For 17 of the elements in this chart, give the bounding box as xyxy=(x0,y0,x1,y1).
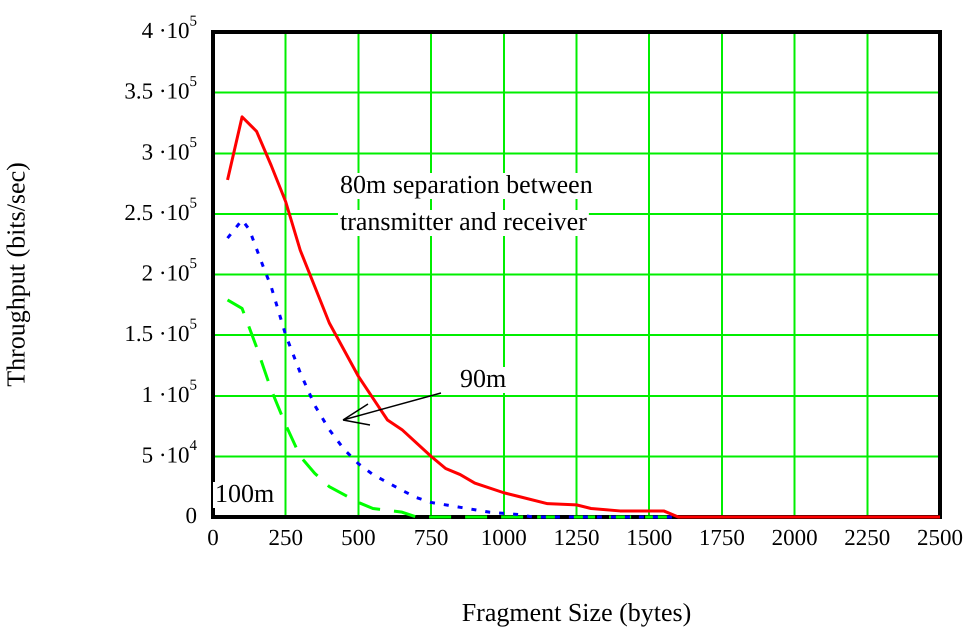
x-tick-label: 1250 xyxy=(554,524,600,550)
x-tick-label: 500 xyxy=(341,524,376,550)
annotation: 100m xyxy=(215,478,274,508)
x-tick-label: 1000 xyxy=(480,524,527,550)
x-tick-label: 750 xyxy=(414,524,448,550)
x-tick-label: 2500 xyxy=(917,524,963,550)
x-axis-title: Fragment Size (bytes) xyxy=(462,598,692,628)
annotation: 80m separation between transmitter and receiver xyxy=(340,170,593,236)
x-tick-label: 0 xyxy=(207,524,219,550)
annotation: 90m xyxy=(460,364,506,393)
y-axis-title: Throughput (bits/sec) xyxy=(1,162,30,387)
x-tick-label: 250 xyxy=(268,524,303,550)
y-tick-label: 0 xyxy=(186,503,197,528)
x-tick-label: 1750 xyxy=(698,524,745,550)
x-tick-label: 2000 xyxy=(772,524,818,550)
x-tick-label: 1500 xyxy=(626,524,672,550)
x-tick-label: 2250 xyxy=(844,524,890,550)
